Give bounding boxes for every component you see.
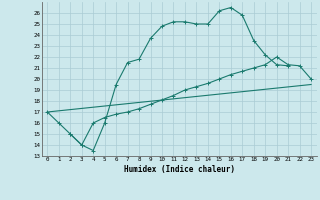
X-axis label: Humidex (Indice chaleur): Humidex (Indice chaleur) [124, 165, 235, 174]
